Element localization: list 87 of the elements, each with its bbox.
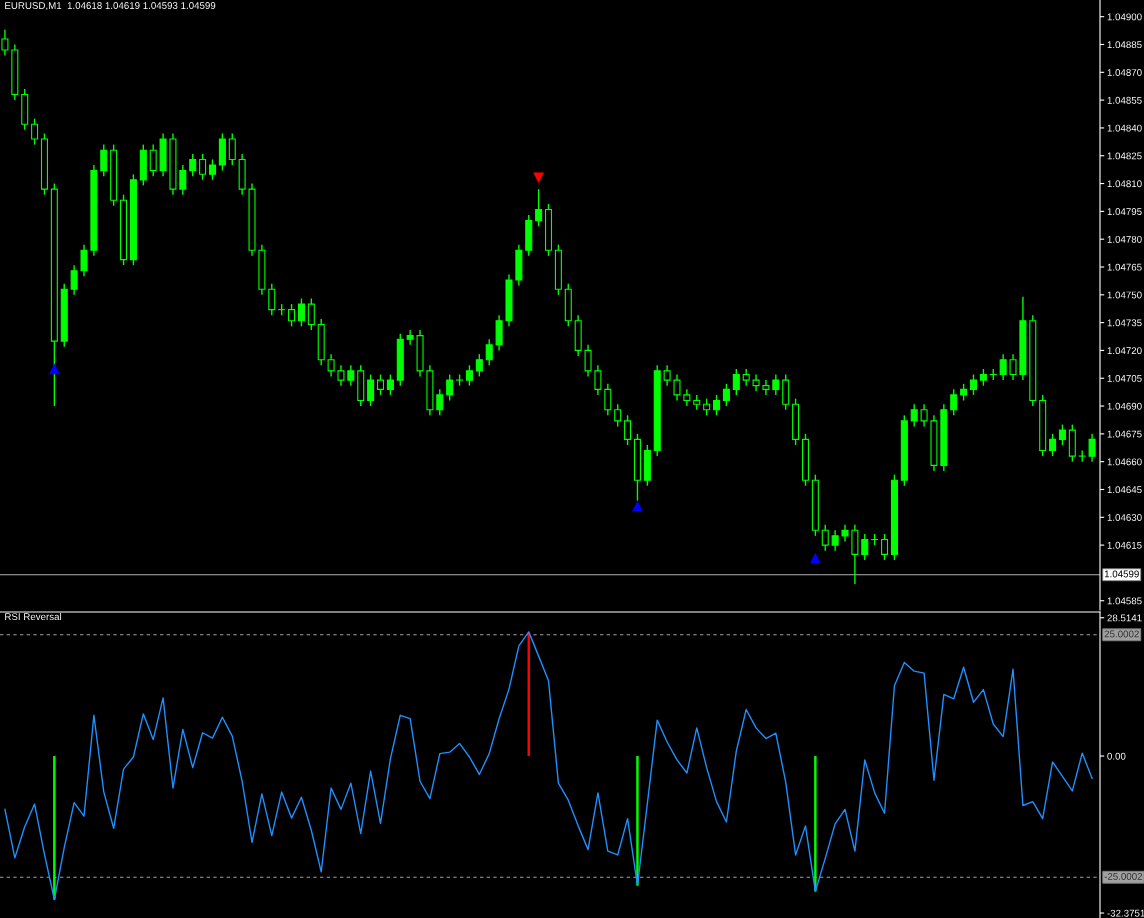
ref-line-label: -25.0002 [1104,872,1143,880]
candlestick [920,403,928,428]
candlestick [821,524,829,552]
candlestick [80,244,88,277]
ref-line-label: 1.04599 [1104,570,1139,578]
ref-line-label: 25.0002 [1104,630,1139,638]
candlestick [722,383,730,407]
candlestick [347,364,355,387]
candlestick [70,264,78,296]
candlestick [1058,423,1066,446]
candlestick [297,297,305,328]
candlestick [446,373,454,402]
candlestick [1,28,9,57]
candlestick [327,353,335,378]
y-tick-label: 1.04615 [1107,541,1142,549]
candlestick [1088,433,1096,463]
candlestick [376,373,385,396]
y-tick-label: 1.04885 [1107,41,1142,49]
candlestick [772,373,780,396]
y-tick-label: 1.04660 [1107,458,1142,466]
candlestick [307,297,315,331]
candlestick [288,303,296,328]
y-tick-label: 1.04855 [1107,96,1142,104]
candlestick [268,282,276,316]
line-series [4,631,1093,901]
candlestick [367,373,375,407]
candlestick [485,338,493,366]
y-tick-label: 1.04735 [1107,319,1142,327]
candlestick [475,353,483,378]
candlestick [386,373,394,396]
chart-title: RSI Reversal [5,612,62,621]
chart-title: EURUSD,M1 1.04618 1.04619 1.04593 1.04599 [5,2,216,11]
point [632,500,643,512]
candlestick [149,143,157,177]
y-tick-label: 1.04720 [1107,347,1142,355]
y-tick-label: -32.3751 [1107,909,1144,917]
candlestick [831,529,839,552]
candlestick [406,329,414,346]
y-tick-label: 28.5141 [1107,614,1142,622]
y-tick-label: 1.04840 [1107,124,1142,132]
candlestick [208,158,217,181]
y-tick-label: 1.04900 [1107,13,1142,21]
y-tick-label: 1.04705 [1107,374,1142,382]
y-tick-label: 1.04675 [1107,430,1142,438]
y-tick-label: 0.00 [1107,752,1126,760]
candlestick [762,379,770,396]
candlestick [584,344,592,378]
candlestick [624,414,632,446]
candlestick [1049,433,1057,457]
candlestick [100,143,108,177]
candlestick [436,388,444,417]
y-tick-label: 1.04795 [1107,208,1142,215]
candlestick [614,403,622,428]
candlestick [732,368,740,396]
point [533,172,545,184]
candlestick [535,188,543,227]
y-tick-label: 1.04780 [1107,235,1142,243]
candlestick [179,164,187,196]
y-tick-label: 1.04870 [1107,69,1142,76]
candlestick [189,153,197,177]
candlestick [663,364,671,387]
y-tick-label: 1.04825 [1107,152,1142,160]
candlestick [199,153,207,181]
candlestick [1009,353,1017,381]
y-tick-label: 1.04750 [1107,291,1142,299]
candlestick [881,533,889,561]
y-tick-label: 1.04585 [1107,597,1142,605]
y-tick-label: 1.04630 [1107,514,1142,521]
candlestick [228,132,236,166]
candlestick [910,403,918,428]
candlestick [465,364,473,387]
candlestick [31,117,39,146]
y-tick-label: 1.04690 [1107,402,1142,410]
point [48,363,60,375]
y-tick-label: 1.04765 [1107,263,1142,271]
candlestick [673,373,681,402]
candlestick [337,364,345,387]
candlestick [861,533,869,561]
candlestick [950,388,958,417]
candlestick [604,383,612,417]
candlestick [969,373,978,396]
candlestick [999,353,1007,381]
point [809,552,821,564]
y-tick-label: 1.04810 [1107,180,1142,188]
candlestick [713,394,721,417]
y-tick-label: 1.04645 [1107,486,1142,494]
candlestick [594,364,602,396]
